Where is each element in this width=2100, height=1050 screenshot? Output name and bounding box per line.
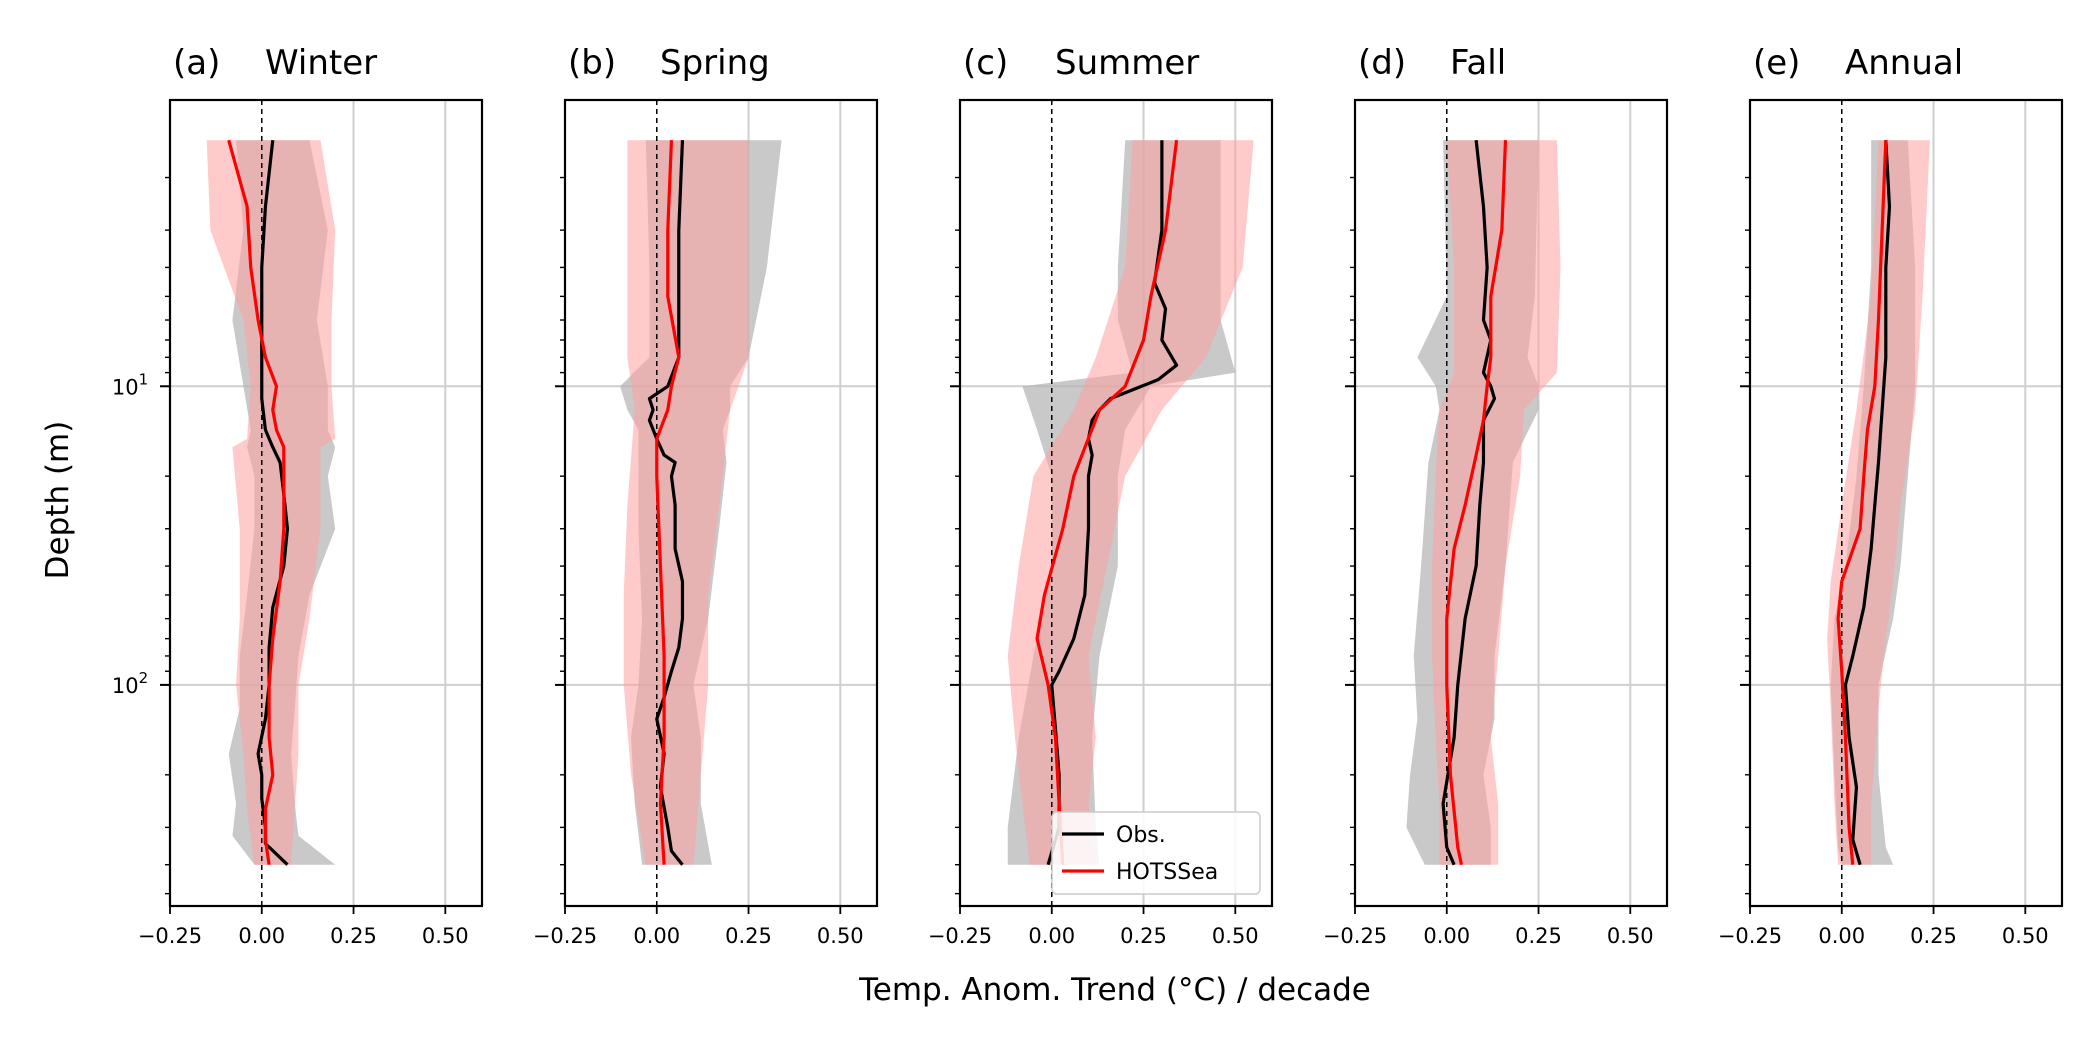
panel-frame	[563, 98, 879, 908]
panel-title: Spring	[660, 43, 770, 83]
x-tick-label: 0.50	[817, 924, 864, 948]
legend-hotssea-label: HOTSSea	[1116, 860, 1218, 885]
panel-letter: (c)	[963, 43, 1008, 83]
panel-frame	[168, 98, 484, 908]
obs-line	[1046, 140, 1179, 866]
hotssea-line	[227, 139, 286, 865]
legend: Obs. HOTSSea	[1051, 811, 1261, 895]
x-tick-label: 0.00	[238, 924, 285, 948]
x-axis-label: Temp. Anom. Trend (°C) / decade	[858, 972, 1371, 1008]
x-tick-label: 0.50	[422, 924, 469, 948]
x-tick-label: 0.00	[1423, 924, 1470, 948]
panel-letter: (d)	[1358, 43, 1406, 83]
panel-letter: (a)	[173, 43, 220, 83]
x-tick-label: −0.25	[138, 924, 202, 948]
hotssea-line	[1445, 140, 1508, 866]
x-tick-label: −0.25	[533, 924, 597, 948]
panel-frame	[958, 98, 1274, 908]
obs-line	[1843, 140, 1892, 866]
y-tick-base: 10	[112, 674, 139, 698]
x-tick-label: 0.00	[633, 924, 680, 948]
x-tick-label: 0.50	[1607, 924, 1654, 948]
hotssea-line	[1836, 140, 1888, 865]
panel-frame	[1353, 98, 1669, 908]
panel-letter: (b)	[568, 43, 616, 83]
legend-obs-label: Obs.	[1116, 823, 1166, 848]
hotssea-band	[1007, 140, 1254, 865]
hotssea-line	[1035, 140, 1179, 865]
panel-title: Summer	[1055, 43, 1199, 83]
hotssea-band	[206, 140, 336, 865]
x-tick-label: 0.00	[1028, 924, 1075, 948]
x-tick-label: −0.25	[1323, 924, 1387, 948]
hotssea-band	[1432, 140, 1561, 865]
y-tick-label: 102	[112, 669, 148, 698]
y-axis-label: Depth (m)	[40, 421, 76, 580]
panel-d: −0.25 0.00 0.25 0.50 (d) Fall	[1323, 43, 1669, 948]
x-tick-label: 0.25	[1515, 924, 1562, 948]
panel-title: Fall	[1450, 43, 1506, 83]
panel-b: −0.25 0.00 0.25 0.50 (b) Spring	[533, 43, 879, 948]
hotssea-band	[623, 140, 749, 865]
x-tick-label: 0.50	[2002, 924, 2049, 948]
hotssea-line	[655, 140, 681, 865]
panel-letter: (e)	[1753, 43, 1800, 83]
x-tick-label: −0.25	[928, 924, 992, 948]
y-tick-base: 10	[112, 375, 139, 399]
x-tick-label: −0.25	[1718, 924, 1782, 948]
y-tick-exponent: 1	[139, 370, 149, 388]
x-tick-label: 0.25	[330, 924, 377, 948]
panel-frame	[1748, 98, 2064, 908]
x-tick-label: 0.25	[1120, 924, 1167, 948]
panel-title: Winter	[265, 43, 377, 83]
panel-c: −0.25 0.00 0.25 0.50 (c) Summer	[928, 43, 1274, 948]
y-tick-label: 101	[112, 370, 148, 399]
panel-title: Annual	[1845, 43, 1963, 83]
obs-line	[1441, 140, 1497, 866]
y-tick-exponent: 2	[139, 669, 149, 687]
x-tick-label: 0.50	[1212, 924, 1259, 948]
x-tick-label: 0.25	[1910, 924, 1957, 948]
panel-e: −0.25 0.00 0.25 0.50 (e) Annual	[1718, 43, 2064, 948]
x-tick-label: 0.00	[1818, 924, 1865, 948]
x-tick-label: 0.25	[725, 924, 772, 948]
hotssea-band	[1827, 140, 1930, 865]
